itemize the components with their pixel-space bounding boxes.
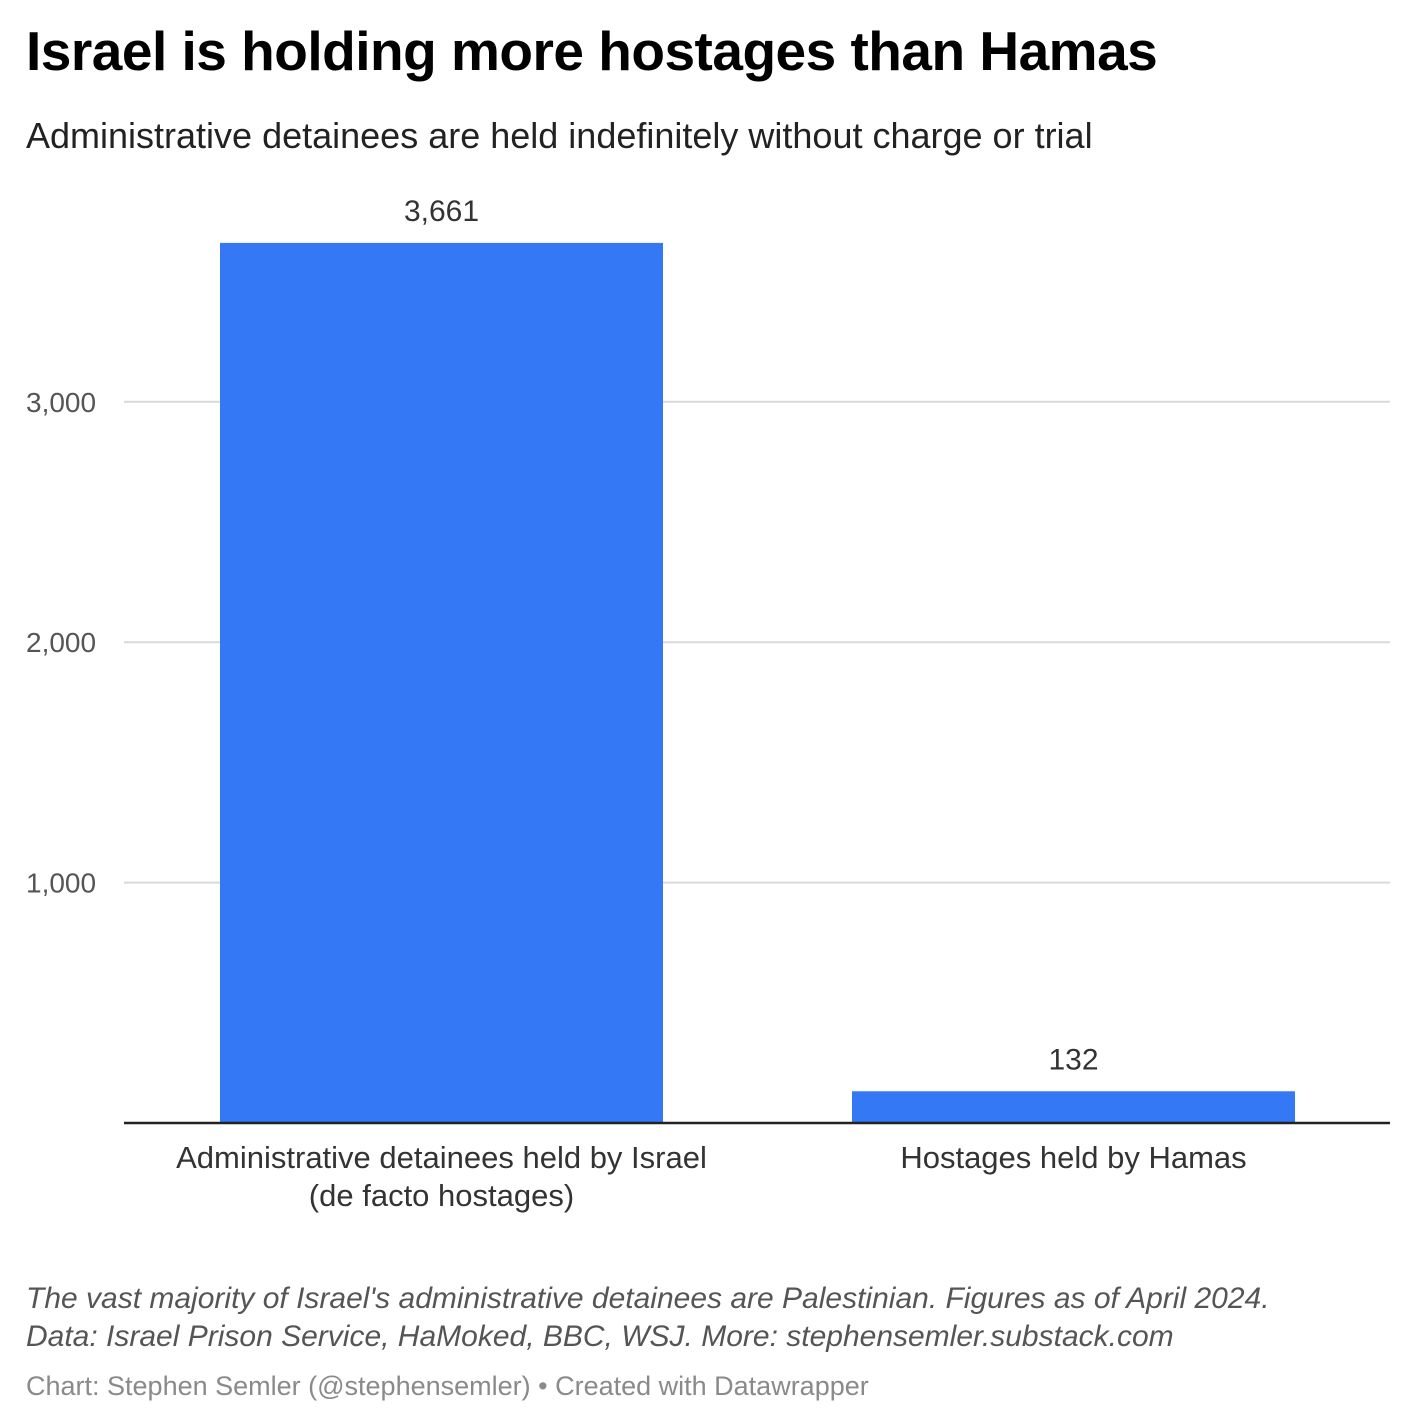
chart-notes: The vast majority of Israel's administra… — [26, 1280, 1270, 1356]
x-category-label: (de facto hostages) — [309, 1178, 574, 1213]
bar — [852, 1091, 1295, 1123]
note-line-2: Data: Israel Prison Service, HaMoked, BB… — [26, 1320, 1174, 1353]
bar-chart: 1,000 2,000 3,000 3,661 Administrative detai… — [26, 195, 1390, 1213]
x-category-label: Administrative detainees held by Israel — [176, 1140, 707, 1175]
note-line-1: The vast majority of Israel's administra… — [26, 1282, 1270, 1315]
chart-subtitle: Administrative detainees are held indefi… — [26, 115, 1093, 156]
chart-title: Israel is holding more hostages than Ham… — [26, 20, 1158, 82]
bar — [220, 242, 663, 1123]
bar-value-label: 3,661 — [404, 195, 479, 228]
bar-value-label: 132 — [1048, 1043, 1098, 1076]
y-tick-label: 2,000 — [26, 627, 96, 658]
x-category-label: Hostages held by Hamas — [900, 1140, 1246, 1175]
y-tick-label: 1,000 — [26, 868, 96, 899]
chart-credit: Chart: Stephen Semler (@stephensemler) •… — [26, 1371, 869, 1401]
y-tick-label: 3,000 — [26, 387, 96, 418]
